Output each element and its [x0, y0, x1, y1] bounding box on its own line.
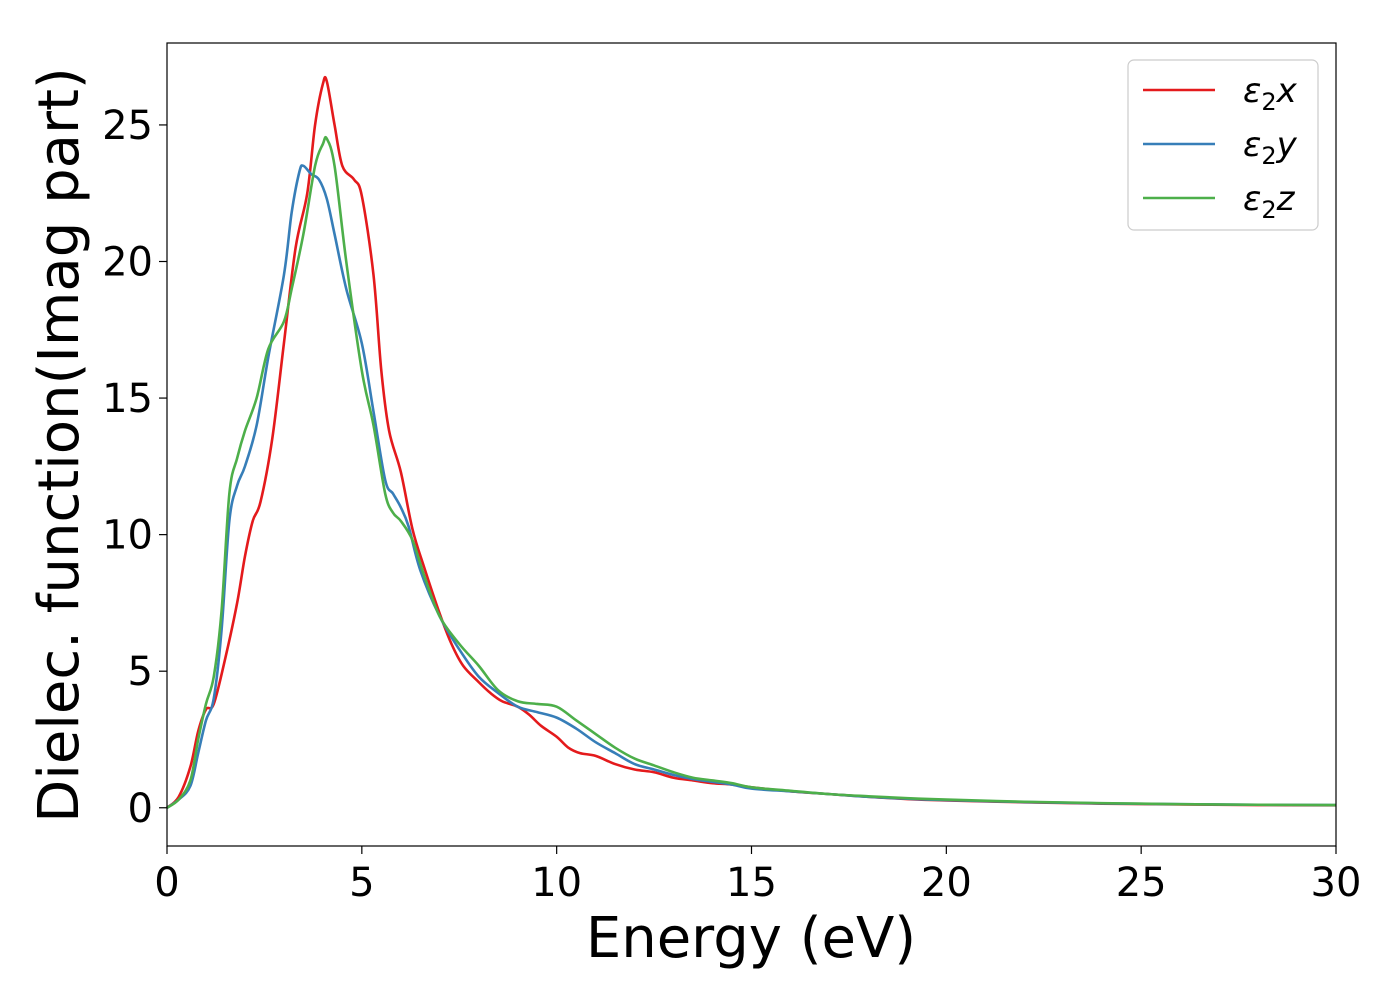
y-tick-label: 5: [128, 649, 153, 695]
legend-label-y: ε2y: [1243, 125, 1298, 170]
series-line-z: [166, 135, 1337, 809]
y-tick-label: 0: [128, 786, 153, 832]
x-axis-label: Energy (eV): [586, 906, 916, 971]
x-tick-label: 10: [531, 860, 582, 906]
x-axis: 0 5 10 15 20 25 30: [154, 846, 1361, 906]
series-layer: [166, 75, 1337, 809]
y-axis: 0 5 10 15 20 25: [102, 103, 167, 832]
x-tick-label: 15: [726, 860, 777, 906]
x-tick-label: 20: [921, 860, 972, 906]
y-axis-label: Dielec. function(Imag part): [27, 67, 92, 823]
y-tick-label: 10: [102, 513, 153, 559]
legend-label-z: ε2z: [1243, 179, 1296, 224]
x-tick-label: 25: [1116, 860, 1167, 906]
legend: ε2x ε2y ε2z: [1127, 59, 1319, 231]
x-tick-label: 30: [1311, 860, 1362, 906]
x-tick-label: 0: [154, 860, 179, 906]
y-tick-label: 15: [102, 376, 153, 422]
legend-box: [1127, 59, 1319, 231]
x-tick-label: 5: [349, 860, 374, 906]
y-tick-label: 20: [102, 240, 153, 286]
y-tick-label: 25: [102, 103, 153, 149]
legend-label-x: ε2x: [1243, 71, 1298, 116]
